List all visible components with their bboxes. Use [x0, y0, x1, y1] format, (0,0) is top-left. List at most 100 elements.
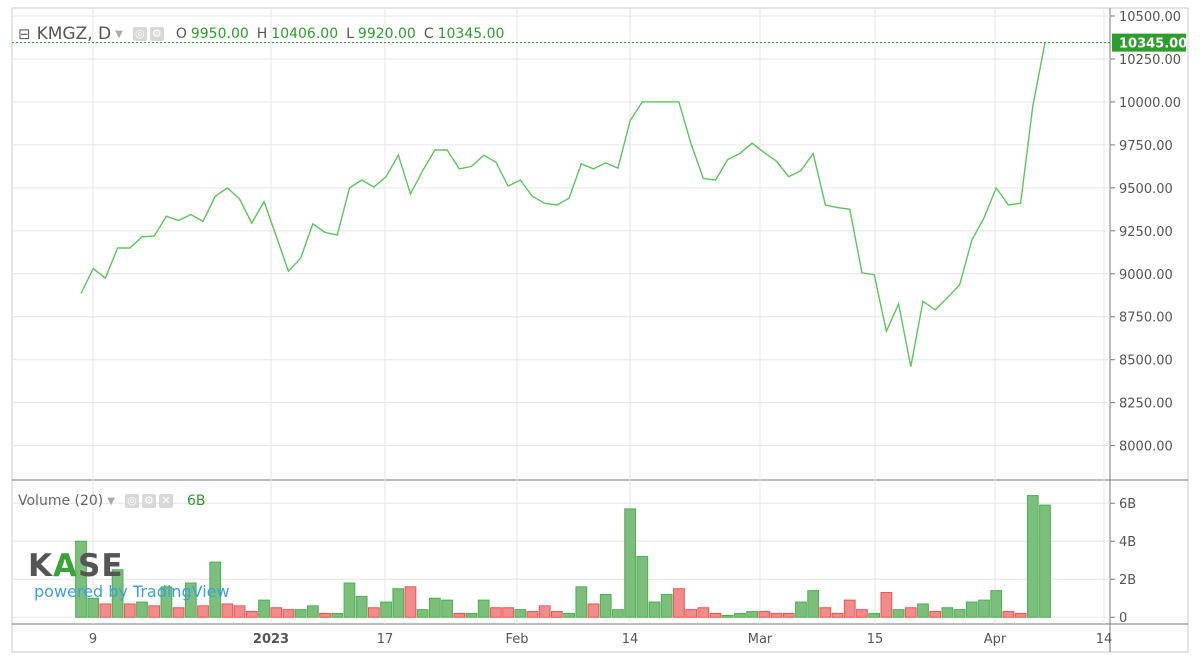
volume-bar	[245, 611, 258, 618]
volume-eye-icon[interactable]: ◎	[124, 494, 139, 508]
volume-bar	[233, 605, 246, 618]
gear-icon[interactable]: ⚙	[149, 27, 164, 41]
low-value: 9920.00	[357, 26, 416, 42]
volume-bar	[380, 601, 392, 618]
y-tick-label: 9500.00	[1119, 182, 1173, 197]
powered-by-label: powered by TradingView	[34, 582, 230, 601]
vol-tick-label: 4B	[1119, 535, 1136, 550]
volume-bar	[685, 609, 697, 618]
volume-bar	[990, 590, 1003, 618]
volume-bar	[819, 607, 832, 618]
volume-bar	[526, 611, 539, 618]
y-tick-label: 10000.00	[1119, 96, 1181, 111]
volume-bar	[660, 593, 673, 618]
volume-gear-icon[interactable]: ⚙	[141, 494, 156, 508]
volume-bar	[904, 607, 917, 618]
collapse-icon[interactable]: ⊟	[18, 25, 31, 43]
volume-bar	[209, 561, 222, 618]
open-value: 9950.00	[190, 26, 249, 42]
x-tick-label: Apr	[984, 632, 1007, 647]
volume-bar	[978, 599, 990, 618]
volume-bar	[624, 508, 636, 618]
eye-icon[interactable]: ◎	[132, 27, 147, 41]
volume-bar	[1026, 495, 1039, 618]
outer-frame	[11, 7, 1189, 653]
y-tick-label: 8750.00	[1119, 311, 1173, 326]
y-tick-label: 10500.00	[1119, 10, 1181, 25]
volume-bar	[953, 609, 966, 618]
volume-bar	[514, 609, 527, 618]
volume-bar	[282, 609, 295, 618]
volume-bar	[856, 609, 868, 618]
x-tick-label: Mar	[748, 632, 773, 647]
volume-bar	[367, 607, 380, 618]
grid-layer	[11, 7, 1189, 653]
y-tick-label: 10250.00	[1119, 53, 1181, 68]
volume-bar	[831, 612, 844, 618]
volume-bar	[587, 603, 600, 618]
volume-bar	[453, 612, 466, 618]
volume-bar	[807, 590, 820, 618]
price-line-layer	[12, 42, 1110, 367]
y-tick-label: 8500.00	[1119, 354, 1173, 369]
volume-bar	[404, 586, 417, 618]
volume-bar	[1002, 611, 1015, 618]
volume-bar	[538, 605, 551, 618]
volume-bars	[75, 495, 1051, 618]
main-legend: ⊟ KMGZ, D ▼ ◎ ⚙ O 9950.00 H 10406.00 L 9…	[18, 24, 512, 44]
volume-bar	[880, 592, 893, 618]
volume-bar	[343, 582, 356, 618]
volume-bar	[416, 609, 429, 618]
volume-bar	[770, 612, 783, 618]
volume-bar	[599, 593, 612, 618]
chevron-down-icon[interactable]: ▼	[115, 28, 123, 40]
volume-bar	[782, 612, 795, 618]
volume-bar	[843, 599, 856, 618]
last-price-badge	[1112, 33, 1186, 52]
volume-bar	[258, 599, 270, 618]
volume-bar	[746, 611, 759, 618]
volume-bar	[160, 586, 173, 618]
volume-close-icon[interactable]: ✕	[158, 494, 173, 508]
x-tick-label: 14	[622, 632, 639, 647]
volume-bar	[575, 586, 588, 618]
vol-tick-label: 2B	[1119, 573, 1136, 588]
x-tick-label: 2023	[253, 632, 289, 647]
last-price-label: 10345.00	[1119, 37, 1187, 52]
volume-bar	[136, 601, 148, 618]
volume-bar	[636, 555, 649, 618]
volume-bar	[490, 607, 502, 618]
volume-bar	[221, 603, 234, 618]
volume-bar	[721, 614, 734, 618]
high-value: 10406.00	[271, 26, 339, 42]
symbol-label[interactable]: KMGZ, D	[36, 24, 112, 44]
volume-bar	[941, 607, 954, 618]
volume-bar	[99, 603, 112, 618]
kase-logo: KASE	[28, 548, 124, 584]
volume-bar	[795, 601, 807, 618]
volume-bar	[270, 607, 283, 618]
price-line	[80, 42, 1046, 367]
volume-bar	[392, 588, 405, 618]
y-tick-label: 9000.00	[1119, 268, 1173, 283]
volume-bar	[612, 609, 624, 618]
volume-bar	[319, 612, 331, 618]
volume-bar	[331, 612, 344, 618]
volume-bar	[148, 605, 161, 618]
volume-label[interactable]: Volume (20)	[18, 493, 104, 509]
close-label: C	[423, 26, 434, 42]
vol-tick-label: 6B	[1119, 497, 1136, 512]
x-tick-label: 14	[1096, 632, 1113, 647]
volume-bar	[294, 609, 307, 618]
x-tick-label: Feb	[505, 632, 528, 647]
volume-bar	[87, 597, 100, 618]
volume-bar	[965, 601, 978, 618]
volume-bar	[75, 540, 87, 618]
x-tick-label: 9	[89, 632, 97, 647]
y-tick-label: 8000.00	[1119, 440, 1173, 455]
volume-bar	[355, 595, 368, 618]
volume-chevron-icon[interactable]: ▼	[107, 495, 115, 507]
volume-bar	[673, 588, 685, 618]
volume-bar	[477, 599, 490, 618]
